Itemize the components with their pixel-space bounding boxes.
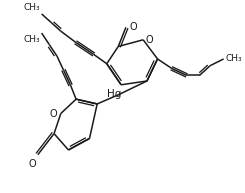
Text: CH₃: CH₃ — [226, 54, 242, 63]
Text: CH₃: CH₃ — [23, 3, 40, 12]
Text: O: O — [28, 159, 36, 168]
Text: O: O — [130, 22, 137, 32]
Text: O: O — [49, 108, 57, 119]
Text: O: O — [145, 35, 153, 45]
Text: CH₃: CH₃ — [23, 35, 40, 44]
Text: Hg: Hg — [107, 89, 122, 99]
